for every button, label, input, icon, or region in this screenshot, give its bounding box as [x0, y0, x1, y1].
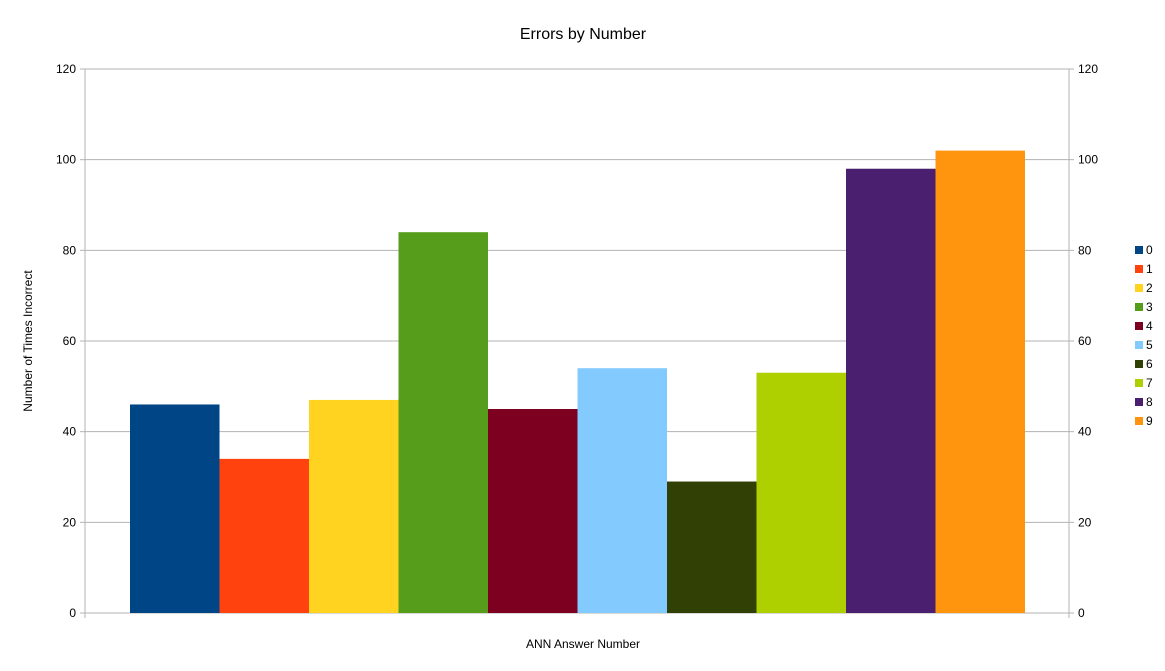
bar-1	[219, 458, 309, 613]
y-tick-label-right: 0	[1078, 606, 1085, 620]
bar-9	[935, 150, 1025, 613]
y-tick-label-right: 60	[1078, 334, 1092, 348]
y-axis-right-ticks: 0 20 40 60 80 100 120	[1069, 62, 1098, 620]
legend-label-2: 2	[1146, 281, 1153, 295]
legend-label-7: 7	[1146, 376, 1153, 390]
y-tick-label-left: 0	[69, 606, 76, 620]
y-tick-label-right: 80	[1078, 243, 1092, 257]
legend-label-6: 6	[1146, 357, 1153, 371]
legend-swatch-0	[1135, 246, 1143, 254]
y-tick-label-right: 20	[1078, 515, 1092, 529]
bar-8	[846, 168, 936, 613]
legend-swatch-9	[1135, 417, 1143, 425]
y-axis-left-ticks: 0 20 40 60 80 100 120	[56, 62, 85, 620]
legend-swatch-2	[1135, 284, 1143, 292]
y-tick-label-right: 120	[1078, 62, 1098, 76]
legend-label-3: 3	[1146, 300, 1153, 314]
legend-swatch-8	[1135, 398, 1143, 406]
bar-6	[667, 481, 757, 613]
legend-swatch-7	[1135, 379, 1143, 387]
chart-title: Errors by Number	[520, 26, 647, 43]
legend-label-8: 8	[1146, 395, 1153, 409]
legend-label-9: 9	[1146, 414, 1153, 428]
x-axis-title: ANN Answer Number	[526, 637, 640, 651]
legend-label-5: 5	[1146, 338, 1153, 352]
y-tick-label-right: 100	[1078, 153, 1098, 167]
y-tick-label-left: 60	[63, 334, 77, 348]
y-tick-label-left: 20	[63, 515, 77, 529]
legend-swatch-3	[1135, 303, 1143, 311]
bar-3	[398, 232, 488, 613]
bar-0	[130, 404, 220, 613]
legend-label-0: 0	[1146, 243, 1153, 257]
legend-swatch-1	[1135, 265, 1143, 273]
legend: 0 1 2 3 4 5 6 7 8 9	[1135, 243, 1153, 428]
y-tick-label-left: 40	[63, 425, 77, 439]
legend-swatch-5	[1135, 341, 1143, 349]
legend-swatch-4	[1135, 322, 1143, 330]
y-tick-label-left: 80	[63, 243, 77, 257]
axes	[84, 69, 1070, 618]
legend-label-4: 4	[1146, 319, 1153, 333]
bar-4	[488, 409, 578, 613]
legend-label-1: 1	[1146, 262, 1153, 276]
y-tick-label-right: 40	[1078, 425, 1092, 439]
y-tick-label-left: 120	[56, 62, 76, 76]
y-axis-title: Number of Times Incorrect	[21, 270, 35, 412]
bar-5	[577, 368, 667, 613]
bar-2	[309, 399, 399, 613]
bar-7	[756, 372, 846, 613]
legend-swatch-6	[1135, 360, 1143, 368]
y-tick-label-left: 100	[56, 153, 76, 167]
bars	[130, 150, 1025, 613]
